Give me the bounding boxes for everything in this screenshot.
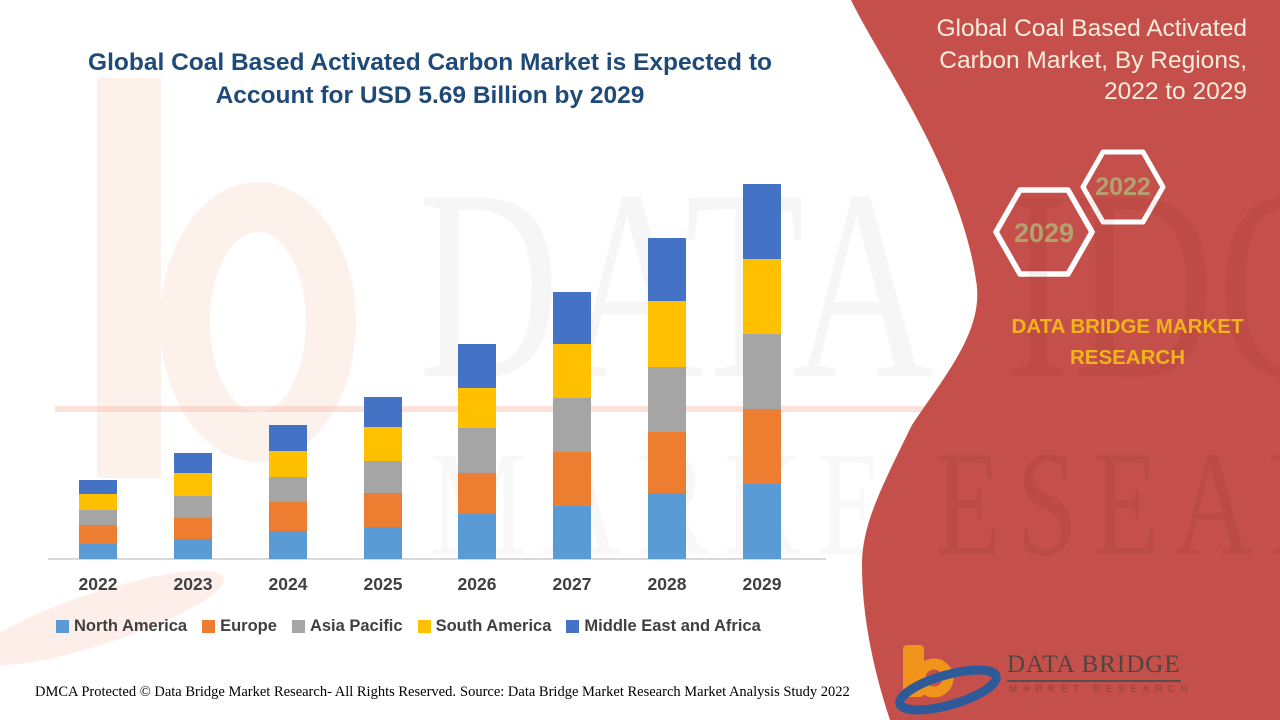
dbmr-logo-icon [895,645,1001,715]
chart-title-line2: Account for USD 5.69 Billion by 2029 [215,82,645,109]
bar-segment-asia-pacific [743,333,781,409]
side-panel-title-line3: 2022 to 2029 [1103,78,1247,105]
bar-segment-north-america [79,543,117,559]
legend-item-asia-pacific: Asia Pacific [291,617,403,636]
brand-text-line1: DATA BRIDGE MARKET [1011,315,1244,338]
side-panel-title-line2: Carbon Market, By Regions, [939,46,1247,74]
bar-2029 [743,184,781,559]
bar-segment-middle-east-and-africa [458,344,496,388]
bar-segment-europe [79,525,117,544]
bar-segment-europe [743,408,781,484]
legend-swatch-asia-pacific [291,620,305,633]
legend-label-south-america: South America [435,617,552,635]
dbmr-logo-wordmark: DATA BRIDGE [1007,651,1181,682]
chart-title: Global Coal Based Activated Carbon Marke… [0,46,860,112]
bar-segment-north-america [269,530,307,559]
x-axis-label-2025: 2025 [363,574,403,594]
x-axis-label-2023: 2023 [173,574,213,594]
x-axis-label-2026: 2026 [457,574,497,594]
bar-segment-south-america [269,451,307,478]
bar-segment-south-america [743,258,781,334]
bar-2028 [648,238,686,559]
bar-segment-south-america [364,427,402,461]
legend-label-north-america: North America [74,617,188,635]
bar-2023 [174,452,212,559]
side-panel-title: Global Coal Based Activated Carbon Marke… [817,13,1247,108]
bar-segment-asia-pacific [458,427,496,473]
bar-2025 [364,397,402,559]
bar-chart-plot [79,184,781,559]
x-axis-label-2022: 2022 [78,574,118,594]
legend-swatch-south-america [417,620,431,633]
legend-item-north-america: North America [56,617,187,636]
bar-segment-europe [364,492,402,528]
bar-segment-middle-east-and-africa [553,292,591,345]
bar-segment-north-america [553,505,591,559]
bar-2027 [553,292,591,559]
bar-segment-north-america [458,514,496,559]
bar-segment-north-america [364,527,402,559]
legend-item-europe: Europe [202,617,277,636]
bar-segment-asia-pacific [648,366,686,432]
legend-label-europe: Europe [220,617,277,635]
x-axis-label-2028: 2028 [647,574,687,594]
hexagon-2022-label: 2022 [1095,173,1151,201]
bar-2022 [79,480,117,559]
bar-segment-south-america [174,472,212,496]
bar-segment-europe [553,452,591,506]
hexagon-2029-label: 2029 [1013,218,1075,248]
bar-segment-north-america [648,493,686,559]
legend-swatch-north-america [56,620,69,633]
bar-segment-asia-pacific [269,477,307,503]
bar-segment-middle-east-and-africa [269,424,307,452]
legend-swatch-middle-east-and-africa [566,620,580,633]
bar-2026 [458,344,496,559]
bar-2024 [269,424,307,559]
x-axis-label-2024: 2024 [268,574,308,594]
bar-segment-north-america [743,483,781,559]
bar-segment-asia-pacific [174,495,212,518]
bar-segment-south-america [553,344,591,398]
chart-legend: North America Europe Asia Pacific South Ame… [56,617,761,636]
bar-segment-europe [174,517,212,540]
legend-label-middle-east-and-africa: Middle East and Africa [584,617,761,635]
brand-text-line2: RESEARCH [1069,346,1186,369]
bar-segment-middle-east-and-africa [174,452,212,473]
x-axis-line [48,558,826,560]
bar-segment-middle-east-and-africa [79,480,117,494]
brand-text: DATA BRIDGE MARKET RESEARCH [985,311,1270,373]
bar-segment-middle-east-and-africa [364,397,402,428]
bar-segment-europe [269,502,307,531]
bar-segment-asia-pacific [364,460,402,493]
bar-segment-asia-pacific [553,397,591,453]
bar-segment-north-america [174,539,212,559]
x-axis-label-2029: 2029 [742,574,782,594]
bar-segment-europe [648,431,686,494]
legend-label-asia-pacific: Asia Pacific [309,617,403,635]
chart-title-line1: Global Coal Based Activated Carbon Marke… [88,49,772,76]
x-axis-label-2027: 2027 [552,574,592,594]
footer-source-text: Source: Data Bridge Market Research Mark… [460,684,850,700]
bar-segment-europe [458,472,496,515]
bar-segment-south-america [648,301,686,367]
watermark-fragment-line2: ESEARCH [935,421,1280,587]
bar-segment-middle-east-and-africa [648,238,686,302]
footer-dmca-text: DMCA Protected © Data Bridge Market Rese… [35,684,456,700]
bar-segment-middle-east-and-africa [743,184,781,259]
legend-item-south-america: South America [417,617,552,636]
bar-segment-south-america [79,493,117,511]
side-panel-title-line1: Global Coal Based Activated [936,15,1247,42]
bar-segment-south-america [458,387,496,428]
legend-swatch-europe [202,620,216,633]
bar-segment-asia-pacific [79,510,117,526]
dbmr-logo-tagline: MARKET RESEARCH [1009,684,1194,695]
legend-item-middle-east-and-africa: Middle East and Africa [566,617,761,636]
watermark-logo-stem [97,78,161,478]
